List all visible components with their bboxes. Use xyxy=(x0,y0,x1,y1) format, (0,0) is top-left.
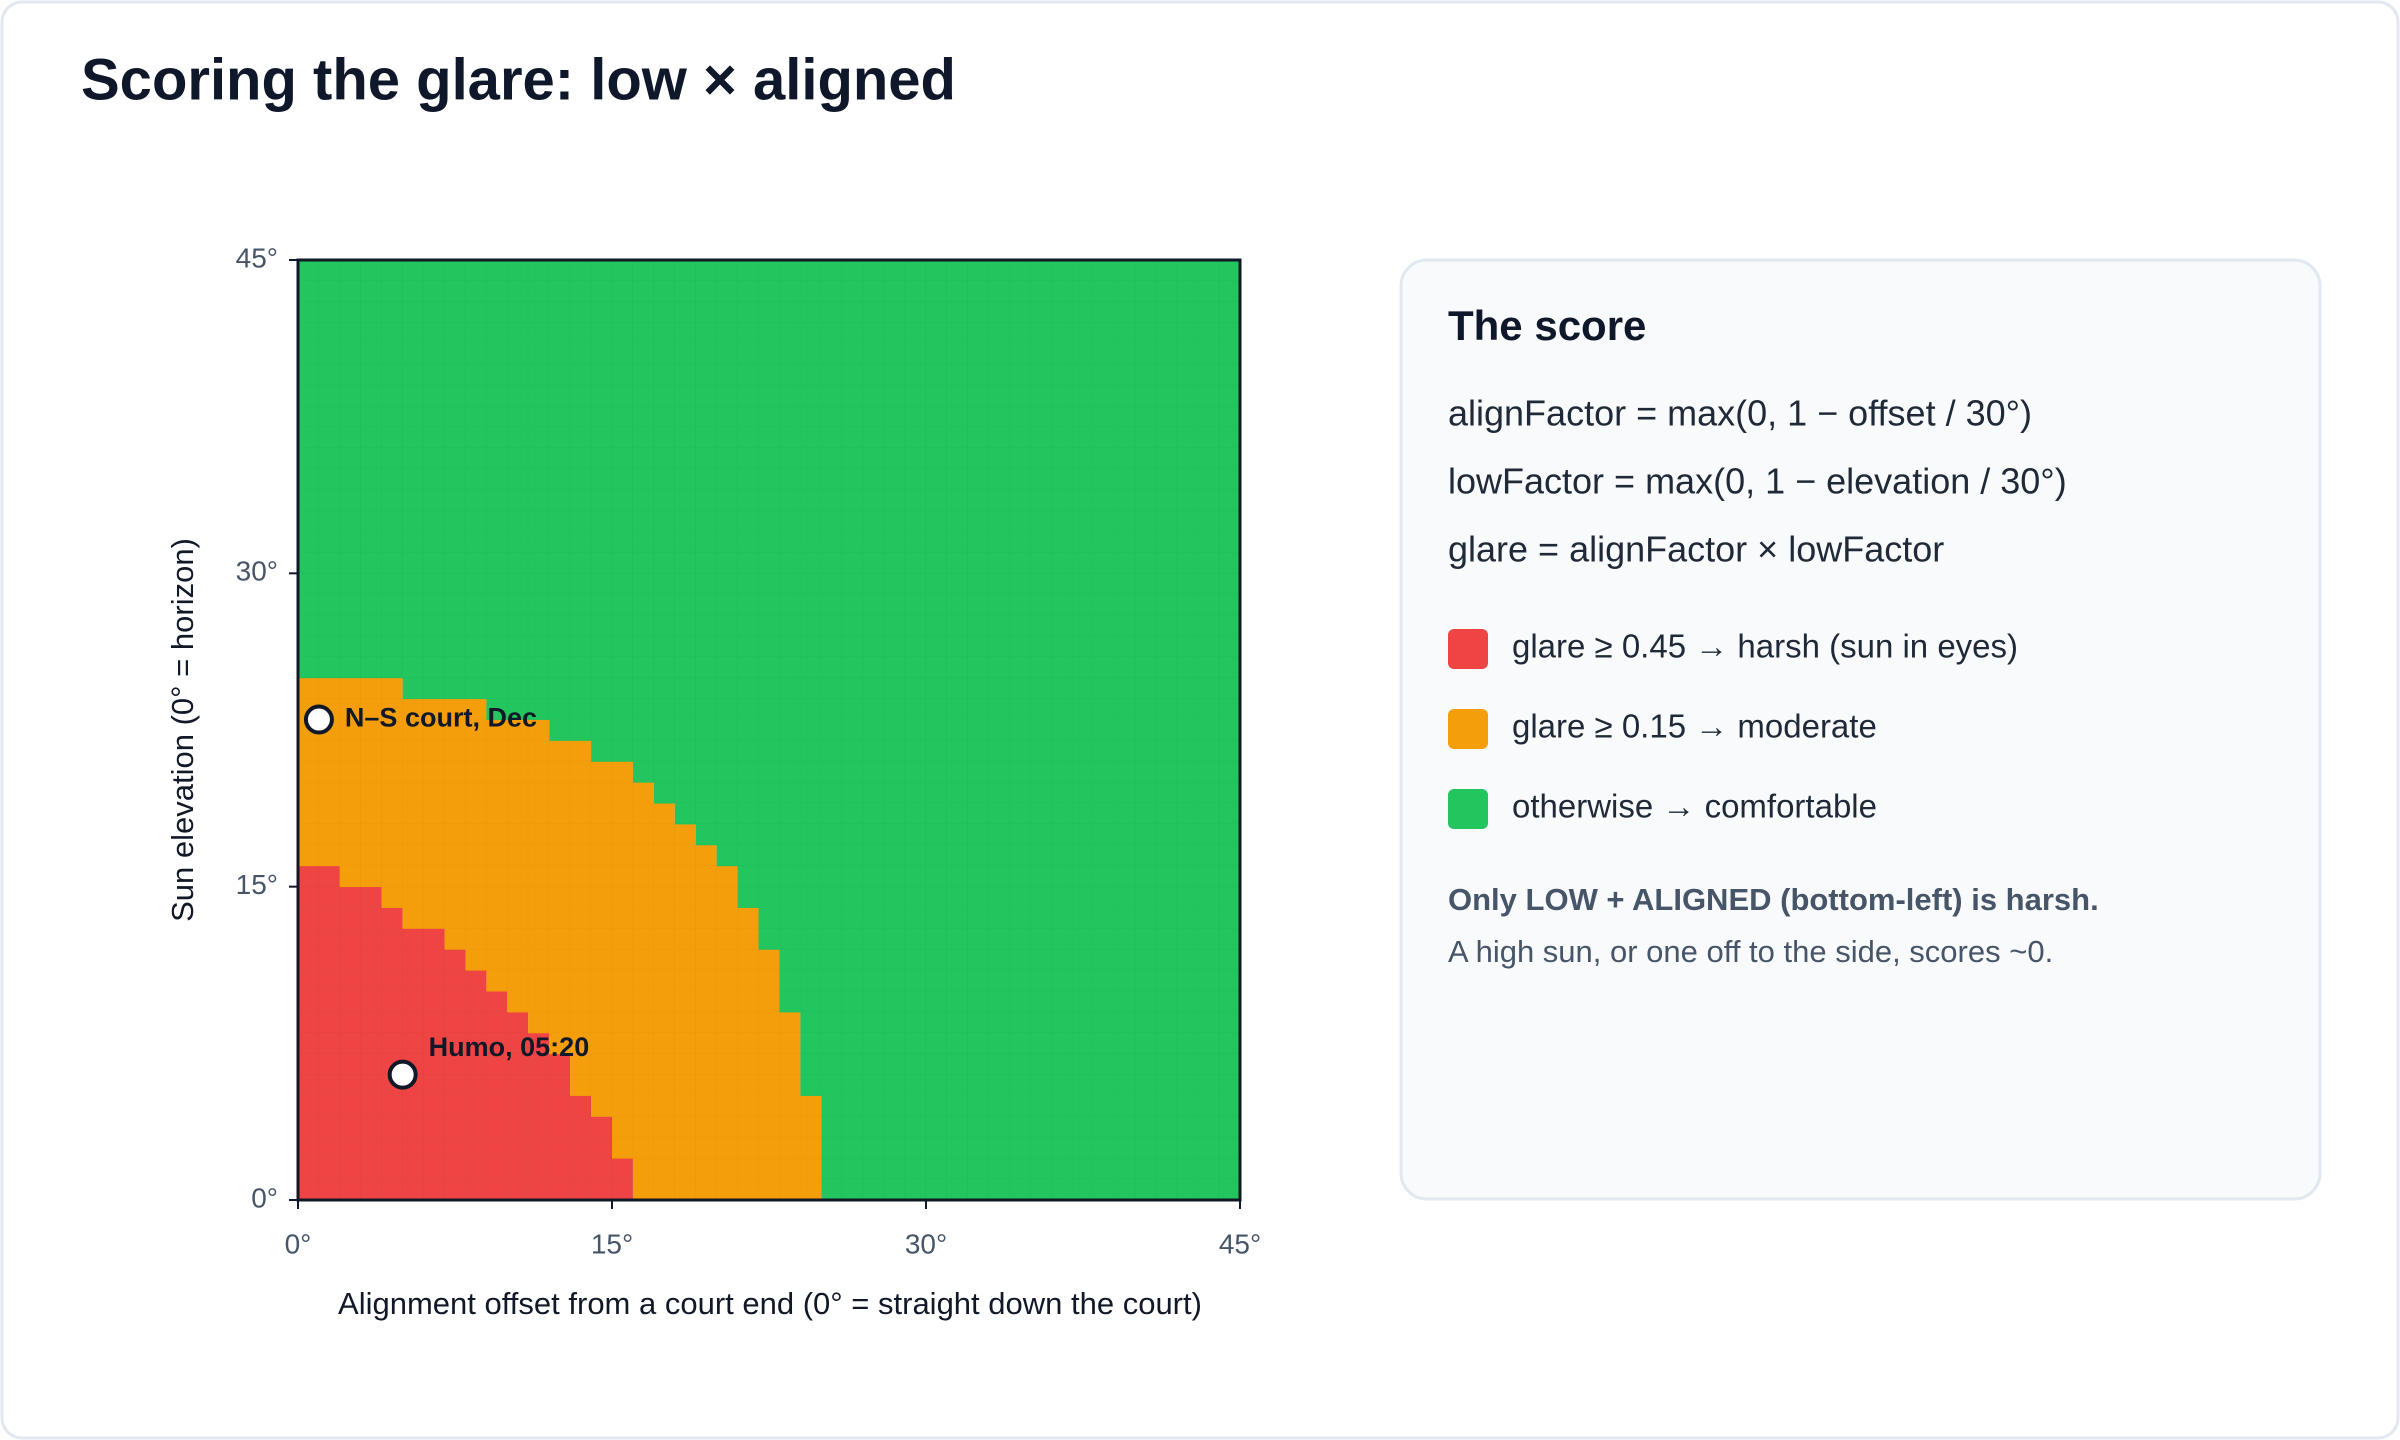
score-panel xyxy=(1399,258,2322,1201)
marker-label: N–S court, Dec xyxy=(345,703,537,733)
marker xyxy=(303,704,334,735)
legend-swatch xyxy=(1448,709,1488,749)
legend-label: glare ≥ 0.45 → harsh (sun in eyes) xyxy=(1512,628,2018,665)
legend-label: glare ≥ 0.15 → moderate xyxy=(1512,708,1877,745)
y-tick-label: 15° xyxy=(236,869,278,900)
legend-label: otherwise → comfortable xyxy=(1512,788,1877,825)
marker-label: Humo, 05:20 xyxy=(429,1032,590,1062)
cell-grid xyxy=(298,260,1240,1200)
marker xyxy=(387,1059,418,1090)
y-tick-label: 0° xyxy=(251,1182,278,1213)
y-tick-label: 30° xyxy=(236,556,278,587)
x-tick-label: 0° xyxy=(285,1228,312,1259)
y-tick-label: 45° xyxy=(236,242,278,273)
plot: 0° 15° 30° 45° 0° 15° 30° 45° N–S court, Dec Humo… xyxy=(236,242,1262,1259)
x-axis-label: Alignment offset from a court end (0° = … xyxy=(338,1286,1202,1321)
legend: glare ≥ 0.45 → harsh (sun in eyes) glare … xyxy=(1448,628,2018,829)
x-tick-label: 30° xyxy=(905,1228,947,1259)
legend-swatch xyxy=(1448,629,1488,669)
formula: alignFactor = max(0, 1 − offset / 30°) xyxy=(1448,393,2032,434)
formula: lowFactor = max(0, 1 − elevation / 30°) xyxy=(1448,461,2067,502)
legend-swatch xyxy=(1448,789,1488,829)
x-tick-label: 45° xyxy=(1219,1228,1261,1259)
note-bold: Only LOW + ALIGNED (bottom-left) is hars… xyxy=(1448,882,2099,917)
formula: glare = alignFactor × lowFactor xyxy=(1448,529,1944,570)
plot-frame xyxy=(296,258,1242,1202)
x-tick-label: 15° xyxy=(591,1228,633,1259)
title: Scoring the glare: low × aligned xyxy=(81,47,956,112)
note: A high sun, or one off to the side, scor… xyxy=(1448,934,2053,969)
y-axis-label: Sun elevation (0° = horizon) xyxy=(165,538,200,922)
panel-title: The score xyxy=(1448,302,1646,349)
